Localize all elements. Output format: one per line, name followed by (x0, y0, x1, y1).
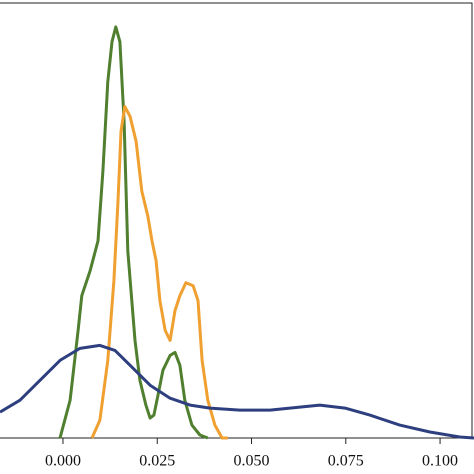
x-tick-label: 0.050 (234, 453, 270, 470)
x-tick-label: 0.025 (139, 453, 175, 470)
x-tick-label: 0.000 (45, 453, 81, 470)
x-tick-label: 0.075 (328, 453, 364, 470)
density-curve (0, 343, 474, 440)
x-tick-label: 0.100 (422, 453, 458, 470)
density-curve (90, 105, 228, 440)
plot-frame (0, 2, 473, 439)
density-curve (58, 25, 209, 440)
